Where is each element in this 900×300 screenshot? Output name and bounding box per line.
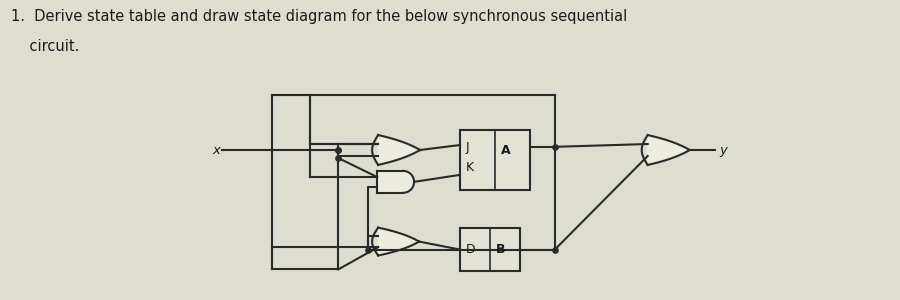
Polygon shape: [378, 228, 419, 256]
Polygon shape: [377, 171, 414, 193]
FancyBboxPatch shape: [460, 228, 520, 272]
Text: D: D: [466, 243, 475, 256]
Polygon shape: [378, 135, 420, 165]
Text: A: A: [501, 143, 511, 157]
Text: K: K: [466, 161, 474, 174]
Text: y: y: [720, 143, 727, 157]
Text: J: J: [466, 140, 470, 154]
FancyBboxPatch shape: [460, 130, 530, 190]
Polygon shape: [648, 135, 689, 165]
Text: x: x: [212, 143, 220, 157]
Text: 1.  Derive state table and draw state diagram for the below synchronous sequenti: 1. Derive state table and draw state dia…: [11, 9, 627, 24]
Text: circuit.: circuit.: [11, 38, 79, 53]
Text: B: B: [496, 243, 506, 256]
